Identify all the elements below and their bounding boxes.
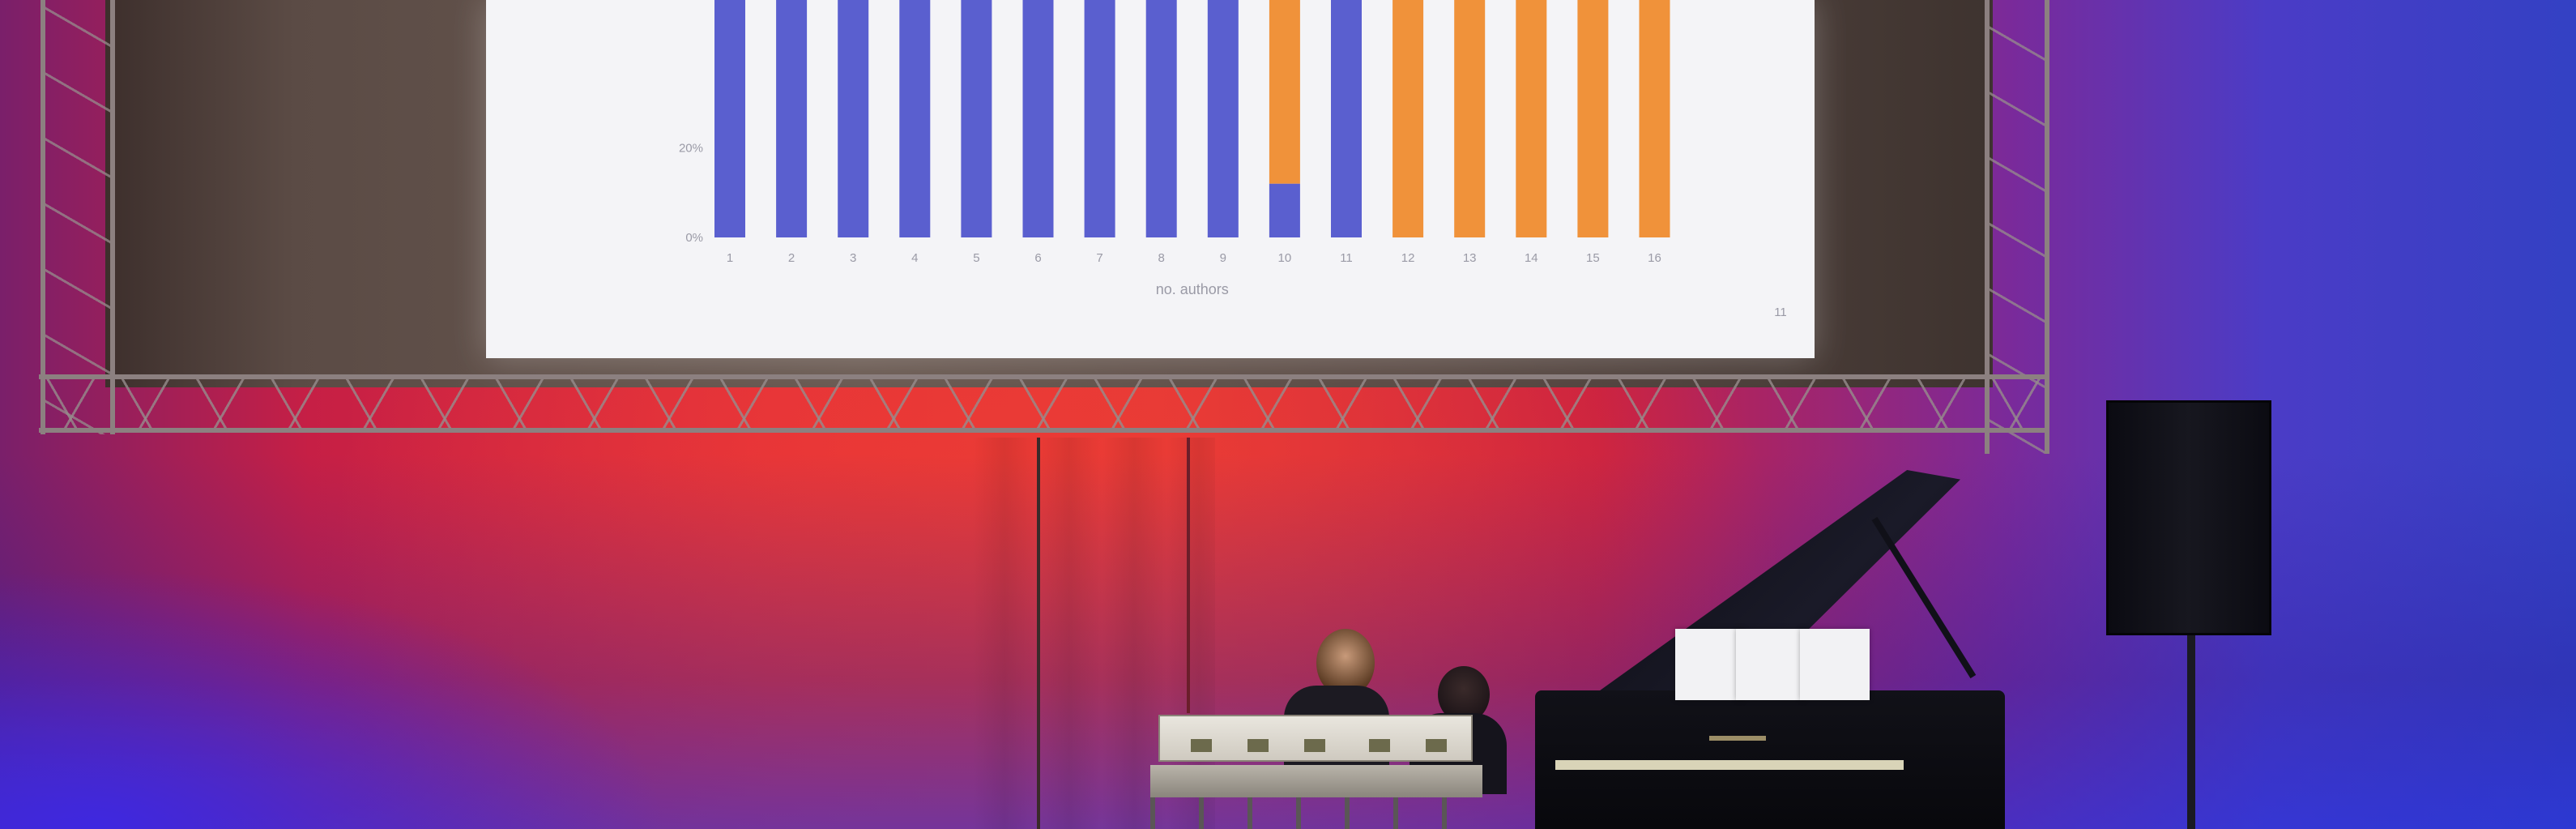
x-tick-label: 1 — [727, 251, 733, 265]
bar-segment-blue — [838, 0, 869, 237]
x-tick-label: 14 — [1525, 251, 1538, 265]
x-tick-label: 7 — [1096, 251, 1102, 265]
bar-segment-blue — [1207, 0, 1239, 237]
table-device — [1304, 739, 1325, 752]
x-tick-label: 15 — [1586, 251, 1600, 265]
bar-segment-orange — [1639, 0, 1670, 237]
bar-segment-blue — [961, 0, 992, 237]
table-device — [1191, 739, 1212, 752]
truss-horizontal — [39, 374, 2048, 433]
piano-fallboard — [1555, 760, 1904, 770]
bar-segment-blue — [1269, 183, 1300, 237]
bar-segment-orange — [1577, 0, 1609, 237]
table-device — [1426, 739, 1447, 752]
speaker-stand — [2187, 635, 2195, 829]
x-tick-label: 3 — [850, 251, 856, 265]
x-tick-label: 8 — [1158, 251, 1165, 265]
sheet-music — [1800, 629, 1870, 700]
speaker-cabinet — [2106, 400, 2271, 635]
table-device — [1369, 739, 1390, 752]
x-tick-label: 5 — [973, 251, 979, 265]
bar-segment-orange — [1516, 0, 1547, 237]
bar-segment-orange — [1454, 0, 1486, 237]
stage-light-left — [0, 502, 729, 829]
x-tick-label: 11 — [1340, 251, 1353, 265]
piano-brand-logo — [1709, 736, 1766, 741]
x-tick-label: 6 — [1034, 251, 1041, 265]
hanging-cable — [1187, 438, 1190, 713]
x-tick-label: 2 — [788, 251, 795, 265]
curtain-folds — [972, 438, 1215, 829]
projection-screen: 0% 20% 1 2 3 4 5 6 7 8 9 10 11 12 13 14 15 16 no. authors 1… — [105, 0, 1993, 387]
table-legs — [1150, 797, 1482, 829]
bar-segment-orange — [1392, 0, 1424, 237]
projected-slide: 0% 20% 1 2 3 4 5 6 7 8 9 10 11 12 13 14 15 16 no. authors 1… — [486, 0, 1815, 358]
truss-left — [41, 0, 115, 434]
hanging-cable — [1037, 438, 1040, 829]
slide-page-number: 11 — [1774, 306, 1787, 319]
bar-segment-blue — [776, 0, 808, 237]
instrument-table — [1158, 715, 1473, 762]
y-tick-label: 20% — [679, 141, 703, 155]
x-axis-title: no. authors — [1156, 281, 1229, 297]
bar-segment-blue — [1145, 0, 1177, 237]
bar-segment-blue — [1022, 0, 1054, 237]
bar-segment-blue — [1331, 0, 1362, 238]
bar-segment-blue — [714, 0, 745, 237]
x-tick-label: 9 — [1220, 251, 1226, 265]
grand-piano — [1535, 690, 2005, 829]
bar-segment-orange — [1269, 0, 1300, 184]
table-device — [1247, 739, 1269, 752]
x-tick-label: 16 — [1648, 251, 1661, 265]
bar-segment-blue — [899, 0, 931, 237]
sheet-music — [1675, 629, 1745, 700]
sheet-music — [1736, 629, 1806, 700]
x-tick-label: 12 — [1401, 251, 1415, 265]
x-tick-label: 10 — [1278, 251, 1292, 265]
x-tick-label: 4 — [911, 251, 918, 265]
instrument-table-front — [1150, 765, 1482, 797]
bar-segment-blue — [1084, 0, 1115, 237]
x-tick-label: 13 — [1463, 251, 1477, 265]
y-tick-label: 0% — [685, 231, 703, 245]
